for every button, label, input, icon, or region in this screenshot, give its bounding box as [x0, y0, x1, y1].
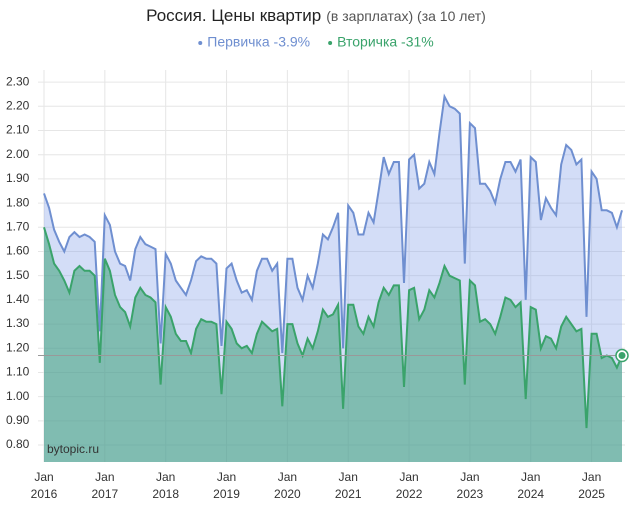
y-tick-label: 1.20 [6, 340, 30, 354]
chart-heading: Россия. Цены квартир (в зарплатах) (за 10… [146, 6, 486, 25]
x-tick-label: Jan 2017 [91, 470, 118, 501]
y-tick-label: 1.40 [6, 292, 30, 306]
chart-subtitle: (в зарплатах) (за 10 лет) [326, 8, 486, 24]
x-tick-label: Jan 2016 [31, 470, 58, 501]
y-tick-label: 1.50 [6, 268, 30, 282]
x-tick-label: Jan 2019 [213, 470, 240, 501]
area-fill [44, 227, 622, 462]
series-line [43, 93, 623, 354]
legend-label: Первичка -3.9% [207, 34, 310, 50]
chart-title: Россия. Цены квартир [146, 6, 321, 25]
x-tick-label: Jan 2024 [517, 470, 544, 501]
y-tick-label: 1.30 [6, 316, 30, 330]
y-tick-label: 1.60 [6, 244, 30, 258]
legend-marker [328, 41, 333, 45]
y-tick-label: 2.30 [6, 74, 30, 88]
y-tick-label: 1.10 [6, 365, 30, 379]
last-point [618, 352, 626, 360]
y-tick-label: 2.10 [6, 123, 30, 137]
series-line [43, 227, 623, 429]
x-tick-label: Jan 2023 [457, 470, 484, 501]
y-tick-label: 1.70 [6, 219, 30, 233]
y-tick-label: 1.00 [6, 389, 30, 403]
x-tick-label: Jan 2022 [396, 470, 423, 501]
x-tick-label: Jan 2025 [578, 470, 605, 501]
y-tick-label: 2.00 [6, 147, 30, 161]
legend: Первичка -3.9% Вторичка -31% [198, 34, 434, 50]
y-tick-label: 0.90 [6, 413, 30, 427]
x-tick-label: Jan 2018 [152, 470, 179, 501]
y-tick-label: 1.80 [6, 195, 30, 209]
y-tick-label: 1.90 [6, 171, 30, 185]
y-tick-label: 2.20 [6, 98, 30, 112]
legend-marker [198, 41, 203, 45]
plot-area [38, 70, 629, 462]
legend-label: Вторичка -31% [337, 34, 434, 50]
watermark: bytopic.ru [47, 442, 99, 456]
y-tick-label: 0.80 [6, 437, 30, 451]
x-tick-label: Jan 2021 [335, 470, 362, 501]
x-tick-label: Jan 2020 [274, 470, 301, 501]
